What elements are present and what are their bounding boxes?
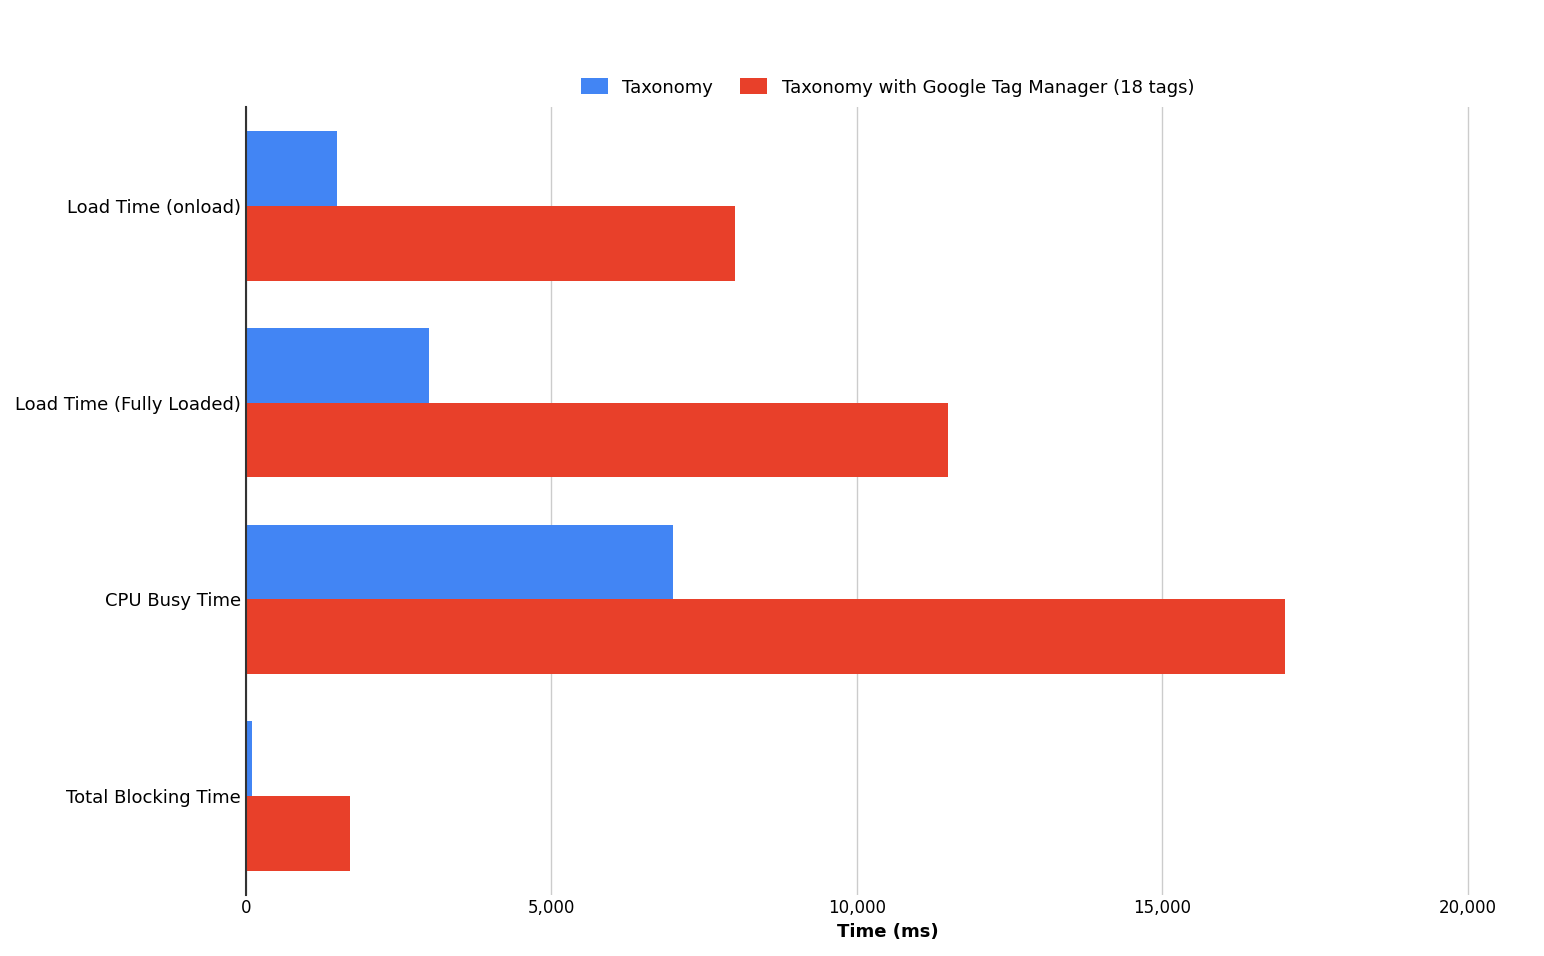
Bar [245, 599, 1285, 674]
Bar [245, 328, 429, 402]
Bar [245, 525, 673, 599]
Bar [245, 722, 252, 796]
Bar [245, 206, 735, 281]
Bar [245, 402, 948, 477]
X-axis label: Time (ms): Time (ms) [837, 923, 939, 941]
Bar [245, 796, 349, 871]
Legend: Taxonomy, Taxonomy with Google Tag Manager (18 tags): Taxonomy, Taxonomy with Google Tag Manag… [571, 69, 1203, 105]
Bar [245, 131, 338, 206]
